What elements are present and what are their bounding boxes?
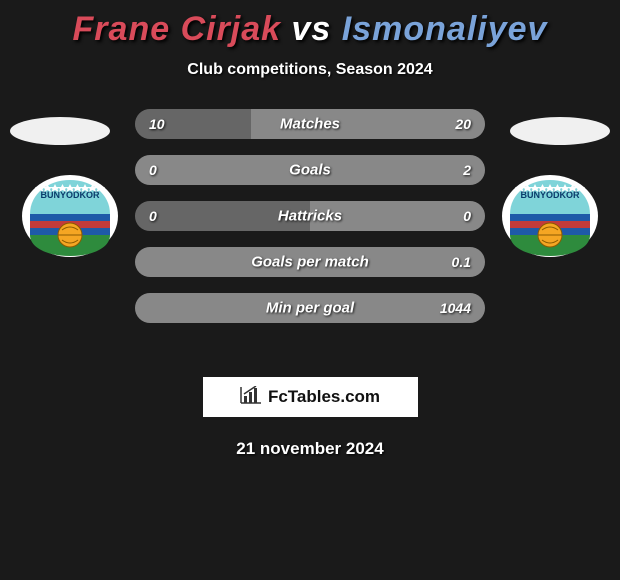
player2-club-badge: BUNYODKOR (500, 174, 600, 259)
brand-text: FcTables.com (268, 387, 380, 407)
stat-value-left: 0 (149, 208, 157, 224)
stat-value-right: 1044 (440, 300, 471, 316)
chart-icon (240, 386, 262, 409)
player1-placeholder-ellipse (10, 117, 110, 145)
stat-row-matches: Matches10 20 (135, 109, 485, 139)
stat-value-right: 2 (463, 162, 471, 178)
stat-row-goals: Goals0 2 (135, 155, 485, 185)
player1-club-badge: BUNYODKOR (20, 174, 120, 259)
player1-name: Frane Cirjak (73, 10, 282, 48)
subtitle: Club competitions, Season 2024 (0, 61, 620, 79)
stat-row-min-per-goal: Min per goal1044 (135, 293, 485, 323)
comparison-title: Frane Cirjak vs Ismonaliyev (0, 0, 620, 49)
stat-label: Goals (135, 162, 485, 179)
vs-text: vs (292, 10, 332, 48)
player2-name: Ismonaliyev (342, 10, 548, 48)
stat-row-goals-per-match: Goals per match0.1 (135, 247, 485, 277)
stat-value-right: 0 (463, 208, 471, 224)
footer-date: 21 november 2024 (0, 439, 620, 459)
stat-value-left: 10 (149, 116, 165, 132)
stat-value-right: 20 (455, 116, 471, 132)
svg-text:BUNYODKOR: BUNYODKOR (520, 190, 580, 200)
stats-area: BUNYODKOR BUNYODKOR Matches1020Goals02Ha… (0, 109, 620, 359)
stat-label: Hattricks (135, 208, 485, 225)
player2-placeholder-ellipse (510, 117, 610, 145)
stat-label: Min per goal (135, 300, 485, 317)
stat-value-left: 0 (149, 162, 157, 178)
stat-bars: Matches1020Goals02Hattricks00Goals per m… (135, 109, 485, 339)
stat-label: Goals per match (135, 254, 485, 271)
brand-box: FcTables.com (203, 377, 418, 417)
svg-text:BUNYODKOR: BUNYODKOR (40, 190, 100, 200)
stat-value-right: 0.1 (452, 254, 471, 270)
stat-row-hattricks: Hattricks0 0 (135, 201, 485, 231)
stat-label: Matches (135, 116, 485, 133)
